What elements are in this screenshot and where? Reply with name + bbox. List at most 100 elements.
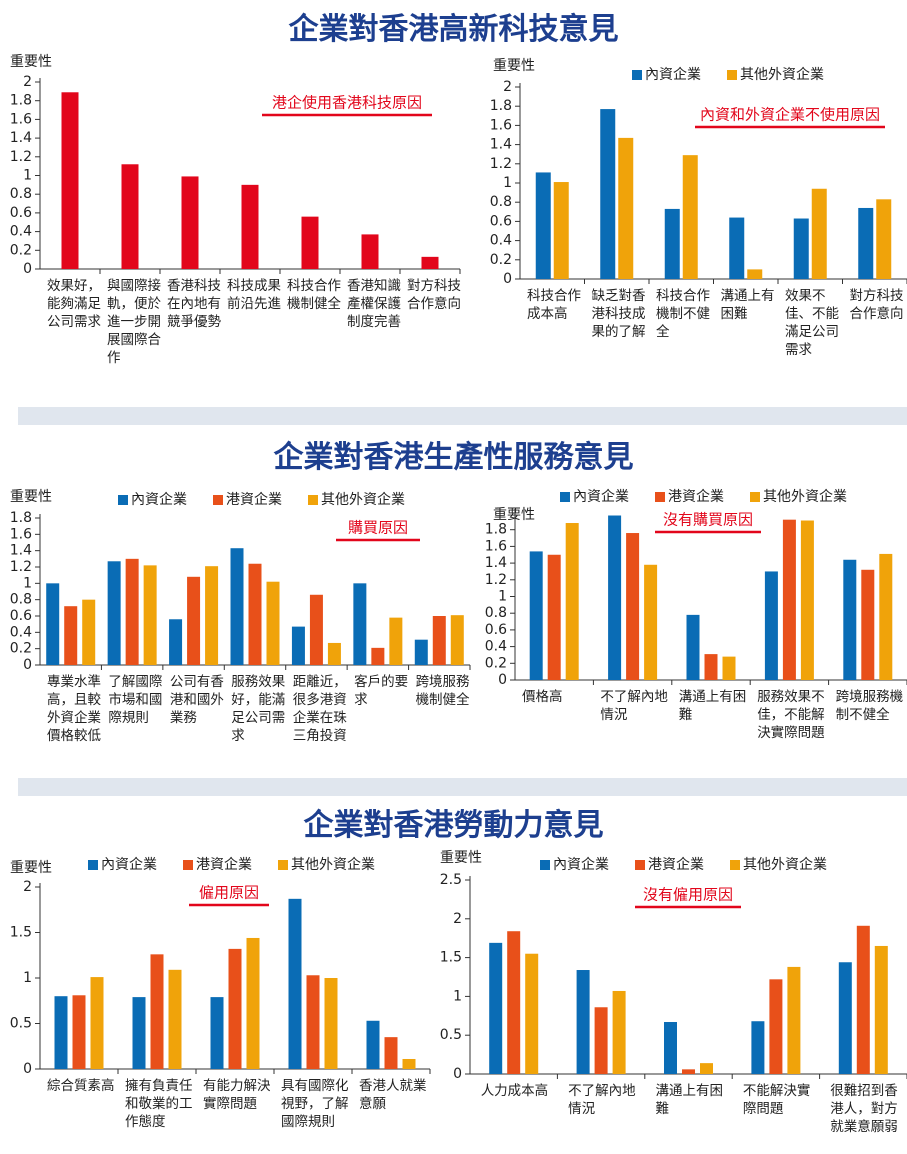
x-tick-label: 香港知識產權保護制度完善	[347, 278, 401, 330]
y-tick-label: 0.2	[490, 252, 512, 268]
bar	[353, 583, 367, 665]
y-tick-label: 0.4	[10, 224, 32, 240]
y-tick-label: 2	[23, 879, 32, 895]
legend-label: 港資企業	[668, 488, 724, 505]
x-tick-label: 專業水準高，且較外資企業價格較低	[47, 674, 101, 744]
legend-swatch	[540, 860, 550, 870]
x-tick-label: 不了解內地情況	[600, 689, 668, 723]
bar	[787, 966, 801, 1074]
y-tick-label: 1.4	[10, 543, 32, 559]
y-tick-label: 1.5	[440, 950, 462, 966]
bar	[121, 164, 139, 269]
bar	[626, 533, 640, 680]
y-tick-label: 0.6	[485, 622, 507, 638]
x-tick-label: 不了解內地情況	[568, 1083, 636, 1117]
y-tick-label: 1.8	[490, 98, 512, 114]
section-title: 企業對香港勞動力意見	[303, 808, 604, 843]
y-tick-label: 0.6	[490, 213, 512, 229]
bar	[90, 977, 104, 1069]
y-tick-label: 1	[23, 970, 32, 986]
y-tick-label: 0	[23, 1061, 32, 1077]
bar	[291, 626, 305, 665]
x-tick-label: 綜合質素高	[47, 1078, 115, 1094]
bar	[421, 256, 439, 269]
bar	[288, 898, 302, 1069]
legend-swatch	[308, 495, 318, 505]
legend-label: 其他外資企業	[763, 488, 847, 505]
x-tick-label: 與國際接軌，便於進一步開展國際合作	[107, 278, 161, 366]
bar	[729, 217, 745, 279]
bar	[800, 520, 814, 680]
bar	[594, 1007, 608, 1074]
bar	[306, 975, 320, 1069]
x-tick-label: 效果好，能夠滿足公司需求	[47, 278, 101, 330]
legend-label: 其他外資企業	[291, 856, 375, 873]
bar	[547, 554, 561, 680]
x-tick-label: 對方科技合作意向	[849, 288, 904, 322]
bar	[72, 995, 86, 1069]
x-tick-label: 了解國際市場和國際規則	[108, 674, 163, 726]
bar	[187, 576, 201, 665]
bar	[241, 184, 259, 269]
bar	[366, 1020, 380, 1069]
x-tick-label: 不能解決實際問題	[742, 1083, 811, 1117]
x-tick-label: 香港科技在內地有競爭優勢	[167, 278, 221, 330]
bar	[301, 216, 319, 269]
bar	[764, 571, 778, 680]
y-tick-label: 0.4	[10, 624, 32, 640]
y-tick-label: 1.2	[10, 559, 32, 575]
bar	[682, 155, 698, 279]
x-tick-label: 具有國際化視野，了解國際規則	[281, 1078, 349, 1130]
y-tick-label: 0	[498, 672, 507, 688]
bar	[838, 962, 852, 1074]
x-tick-label: 香港人就業意願	[359, 1078, 427, 1112]
y-tick-label: 0	[503, 271, 512, 287]
annotation: 港企使用香港科技原因	[272, 94, 422, 112]
x-tick-label: 缺乏對香港科技成果的了解	[591, 288, 646, 340]
bar	[132, 997, 146, 1069]
annotation: 沒有僱用原因	[643, 886, 733, 904]
bar	[46, 583, 60, 665]
y-tick-label: 1	[498, 589, 507, 605]
bar	[507, 931, 521, 1074]
x-tick-label: 跨境服務機制健全	[415, 674, 470, 708]
bar	[722, 656, 736, 680]
bar	[246, 937, 260, 1069]
y-tick-label: 1.2	[485, 572, 507, 588]
y-tick-label: 1.2	[490, 156, 512, 172]
x-tick-label: 很難招到香港人，對方就業意願弱	[830, 1083, 898, 1135]
bar	[361, 234, 379, 269]
annotation: 購買原因	[348, 519, 408, 537]
y-tick-label: 1.5	[10, 925, 32, 941]
y-tick-label: 1.8	[10, 510, 32, 526]
y-tick-label: 0.8	[10, 592, 32, 608]
legend-swatch	[750, 492, 760, 502]
bar	[525, 953, 539, 1074]
bar	[181, 176, 199, 269]
bar	[793, 218, 809, 279]
bar	[61, 92, 79, 269]
bar	[843, 559, 857, 680]
y-tick-label: 1.6	[10, 526, 32, 542]
legend-label: 內資企業	[553, 856, 609, 873]
x-tick-label: 擁有負責任和敬業的工作態度	[125, 1078, 193, 1130]
y-tick-label: 0.4	[485, 639, 507, 655]
bar	[64, 606, 78, 665]
bar	[682, 1069, 695, 1074]
bar	[169, 619, 183, 665]
bar	[644, 564, 658, 680]
legend-label: 港資企業	[196, 856, 252, 873]
y-tick-label: 0.4	[490, 233, 512, 249]
y-tick-label: 0.5	[10, 1016, 32, 1032]
bar	[143, 565, 157, 665]
bar	[150, 954, 164, 1069]
y-tick-label: 2	[23, 74, 32, 90]
x-tick-label: 科技合作機制不健全	[656, 288, 710, 340]
bar	[450, 615, 464, 665]
bar	[664, 208, 680, 279]
separator	[18, 407, 907, 425]
bar	[529, 551, 543, 680]
bar	[107, 561, 121, 665]
